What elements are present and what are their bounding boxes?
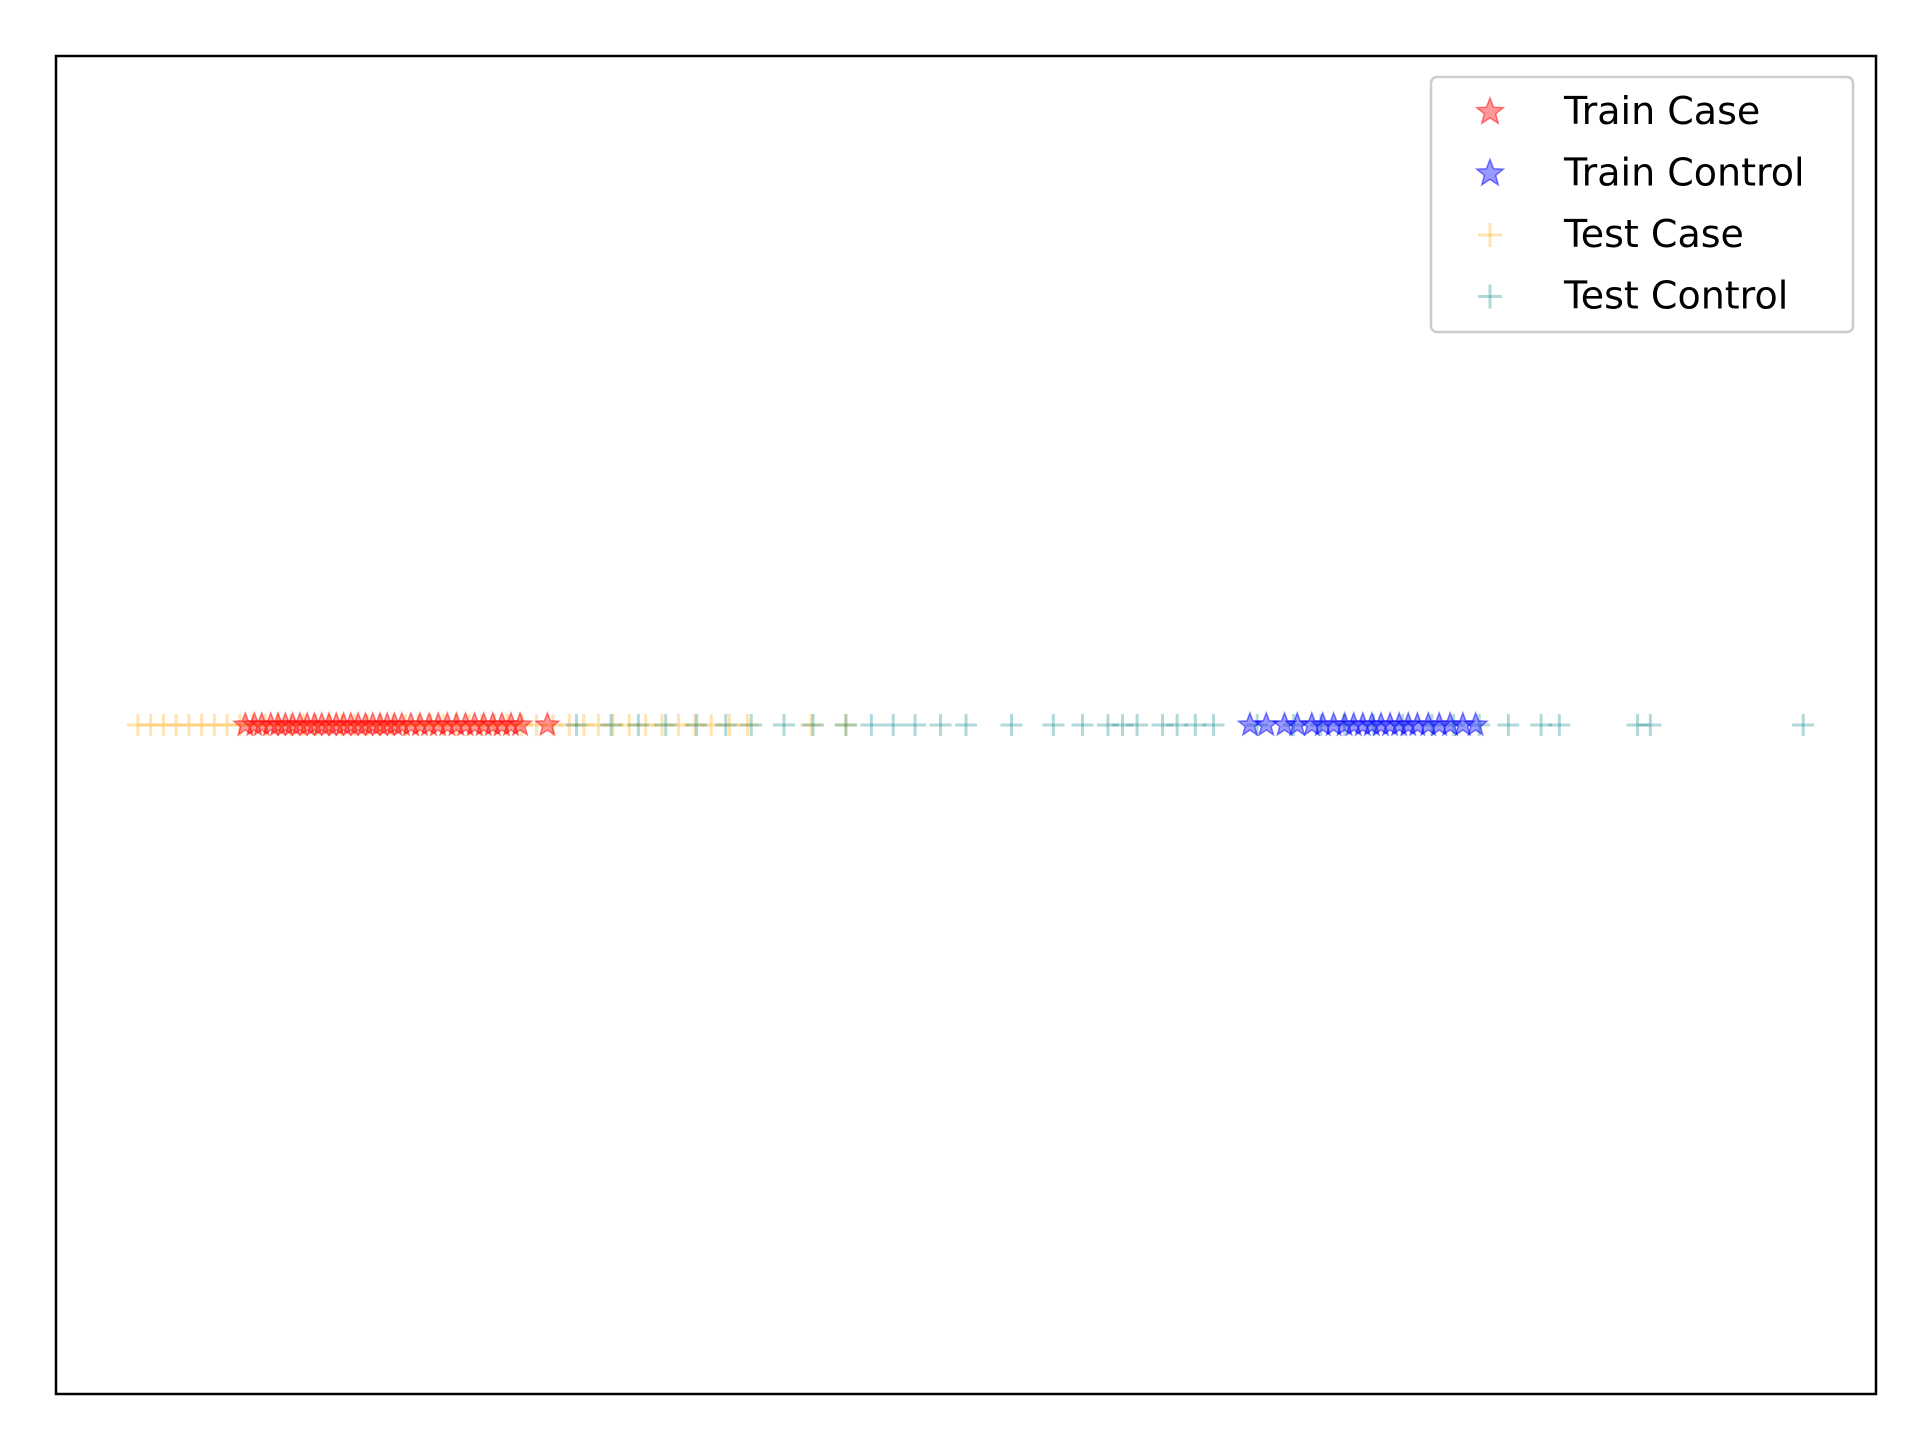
plus-point — [1202, 714, 1225, 736]
plus-point — [541, 714, 564, 736]
plus-point — [834, 714, 857, 736]
legend-marker-plus-icon — [1478, 284, 1502, 309]
star-point — [506, 710, 534, 737]
plus-point — [618, 714, 641, 736]
legend-marker-star-icon — [1474, 157, 1506, 187]
plus-point — [572, 714, 595, 736]
plus-point — [525, 714, 548, 736]
plus-point — [740, 714, 763, 736]
legend-entries: Train Case Train Control Test Case Test Con… — [1474, 89, 1805, 318]
series-train-case — [231, 710, 561, 737]
star-point — [533, 710, 561, 737]
plus-point — [1184, 714, 1207, 736]
plus-point — [1126, 714, 1149, 736]
plus-point — [834, 714, 857, 736]
plus-point — [565, 714, 588, 736]
plus-point — [1530, 714, 1553, 736]
plus-point — [1096, 714, 1119, 736]
plus-point — [714, 714, 737, 736]
plus-point — [1166, 714, 1189, 736]
plus-point — [587, 714, 610, 736]
legend: Train Case Train Control Test Case Test Con… — [1429, 75, 1855, 334]
plus-point — [683, 714, 706, 736]
plus-point — [1111, 714, 1134, 736]
series-train-control — [1236, 710, 1490, 737]
plus-point — [216, 714, 239, 736]
plus-point — [700, 714, 723, 736]
legend-label: Test Control — [1563, 274, 1788, 318]
plus-point — [558, 714, 581, 736]
plus-point — [627, 714, 650, 736]
legend-marker-star-icon — [1474, 95, 1506, 126]
plus-point — [1071, 714, 1094, 736]
plus-point — [800, 714, 823, 736]
legend-label: Train Control — [1563, 151, 1805, 195]
plus-point — [1639, 714, 1662, 736]
plus-point — [773, 714, 795, 736]
data-marks — [126, 710, 1815, 737]
plus-point — [165, 714, 188, 736]
plus-point — [1151, 714, 1174, 736]
plus-point — [882, 714, 905, 736]
plus-point — [1548, 714, 1571, 736]
plus-point — [126, 714, 149, 736]
plus-point — [601, 714, 624, 736]
plus-point — [1497, 714, 1520, 736]
plus-point — [651, 714, 674, 736]
legend-label: Test Case — [1563, 212, 1744, 256]
star-point — [1462, 710, 1490, 737]
plus-point — [654, 714, 677, 736]
legend-marker-plus-icon — [1478, 223, 1502, 247]
plus-point — [152, 714, 175, 736]
legend-label: Train Case — [1563, 89, 1760, 133]
plus-point — [177, 714, 200, 736]
plus-point — [736, 714, 759, 736]
plus-point — [904, 714, 927, 736]
plus-point — [1626, 714, 1649, 736]
plus-point — [1042, 714, 1065, 736]
plus-point — [718, 714, 741, 736]
plus-point — [139, 714, 162, 736]
plus-point — [600, 714, 623, 736]
plus-point — [203, 714, 226, 736]
plus-point — [860, 714, 883, 736]
series-test-control — [565, 714, 1815, 736]
plus-point — [1792, 714, 1815, 736]
plus-point — [929, 714, 952, 736]
plus-point — [955, 714, 977, 736]
plus-point — [1000, 714, 1023, 736]
plus-point — [634, 714, 657, 736]
plus-point — [667, 714, 690, 736]
plus-point — [685, 714, 708, 736]
plus-point — [802, 714, 825, 736]
plus-point — [190, 714, 213, 736]
legend-frame — [1429, 75, 1855, 334]
